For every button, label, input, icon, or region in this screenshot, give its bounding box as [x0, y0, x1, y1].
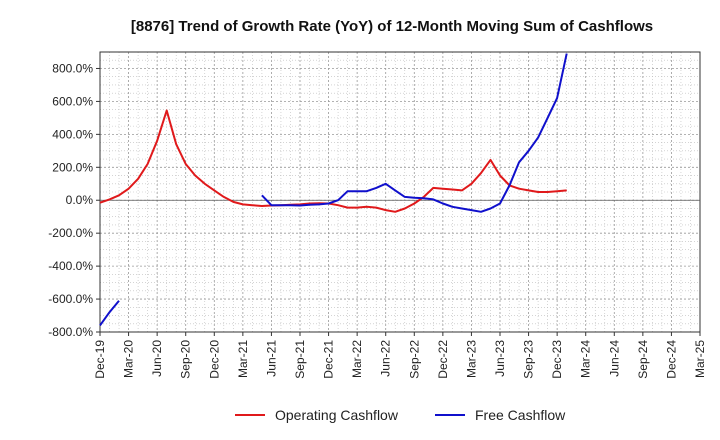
x-tick-label: Sep-23 — [522, 340, 536, 379]
series-line-free-cashflow — [99, 300, 120, 326]
x-tick-label: Dec-22 — [436, 340, 450, 379]
x-tick-label: Dec-21 — [322, 340, 336, 379]
y-tick-label: 400.0% — [52, 127, 93, 141]
y-tick-label: 600.0% — [52, 94, 93, 108]
y-tick-label: 800.0% — [52, 61, 93, 75]
axes: Dec-19 Mar-20 Jun-20 Sep-20 Dec-20 Mar-21 Jun-… — [48, 51, 707, 379]
x-tick-label: Dec-20 — [207, 340, 221, 379]
chart-title: [8876] Trend of Growth Rate (YoY) of 12-… — [131, 18, 653, 35]
x-tick-label: Jun-21 — [264, 340, 278, 377]
x-tick-label: Mar-24 — [579, 340, 593, 378]
x-tick-label: Mar-20 — [122, 340, 136, 378]
x-tick-label: Mar-25 — [693, 340, 707, 378]
series-lines — [99, 53, 568, 326]
x-tick-label: Dec-23 — [550, 340, 564, 379]
y-tick-label: -400.0% — [48, 259, 93, 273]
legend-label: Free Cashflow — [475, 407, 566, 423]
x-tick-label: Mar-21 — [236, 340, 250, 378]
y-tick-label: -800.0% — [48, 325, 93, 339]
y-tick-label: -600.0% — [48, 292, 93, 306]
x-tick-label: Dec-19 — [93, 340, 107, 379]
grid — [100, 51, 700, 332]
x-tick-label: Sep-22 — [407, 340, 421, 379]
legend: Operating Cashflow Free Cashflow — [235, 407, 566, 423]
x-tick-label: Jun-20 — [150, 340, 164, 377]
x-tick-label: Sep-21 — [293, 340, 307, 379]
series-line-operating-cashflow — [99, 109, 567, 213]
x-tick-label: Sep-24 — [636, 340, 650, 379]
legend-label: Operating Cashflow — [275, 407, 399, 423]
y-tick-label: 0.0% — [66, 193, 94, 207]
x-tick-label: Jun-24 — [607, 340, 621, 377]
x-tick-label: Jun-23 — [493, 340, 507, 377]
y-tick-label: -200.0% — [48, 226, 93, 240]
x-tick-label: Dec-24 — [664, 340, 678, 379]
series-line-free-cashflow — [261, 53, 568, 213]
y-tick-label: 200.0% — [52, 160, 93, 174]
x-tick-label: Mar-22 — [350, 340, 364, 378]
x-tick-label: Sep-20 — [179, 340, 193, 379]
x-tick-label: Mar-23 — [464, 340, 478, 378]
plot-frame — [99, 51, 701, 333]
x-tick-label: Jun-22 — [379, 340, 393, 377]
